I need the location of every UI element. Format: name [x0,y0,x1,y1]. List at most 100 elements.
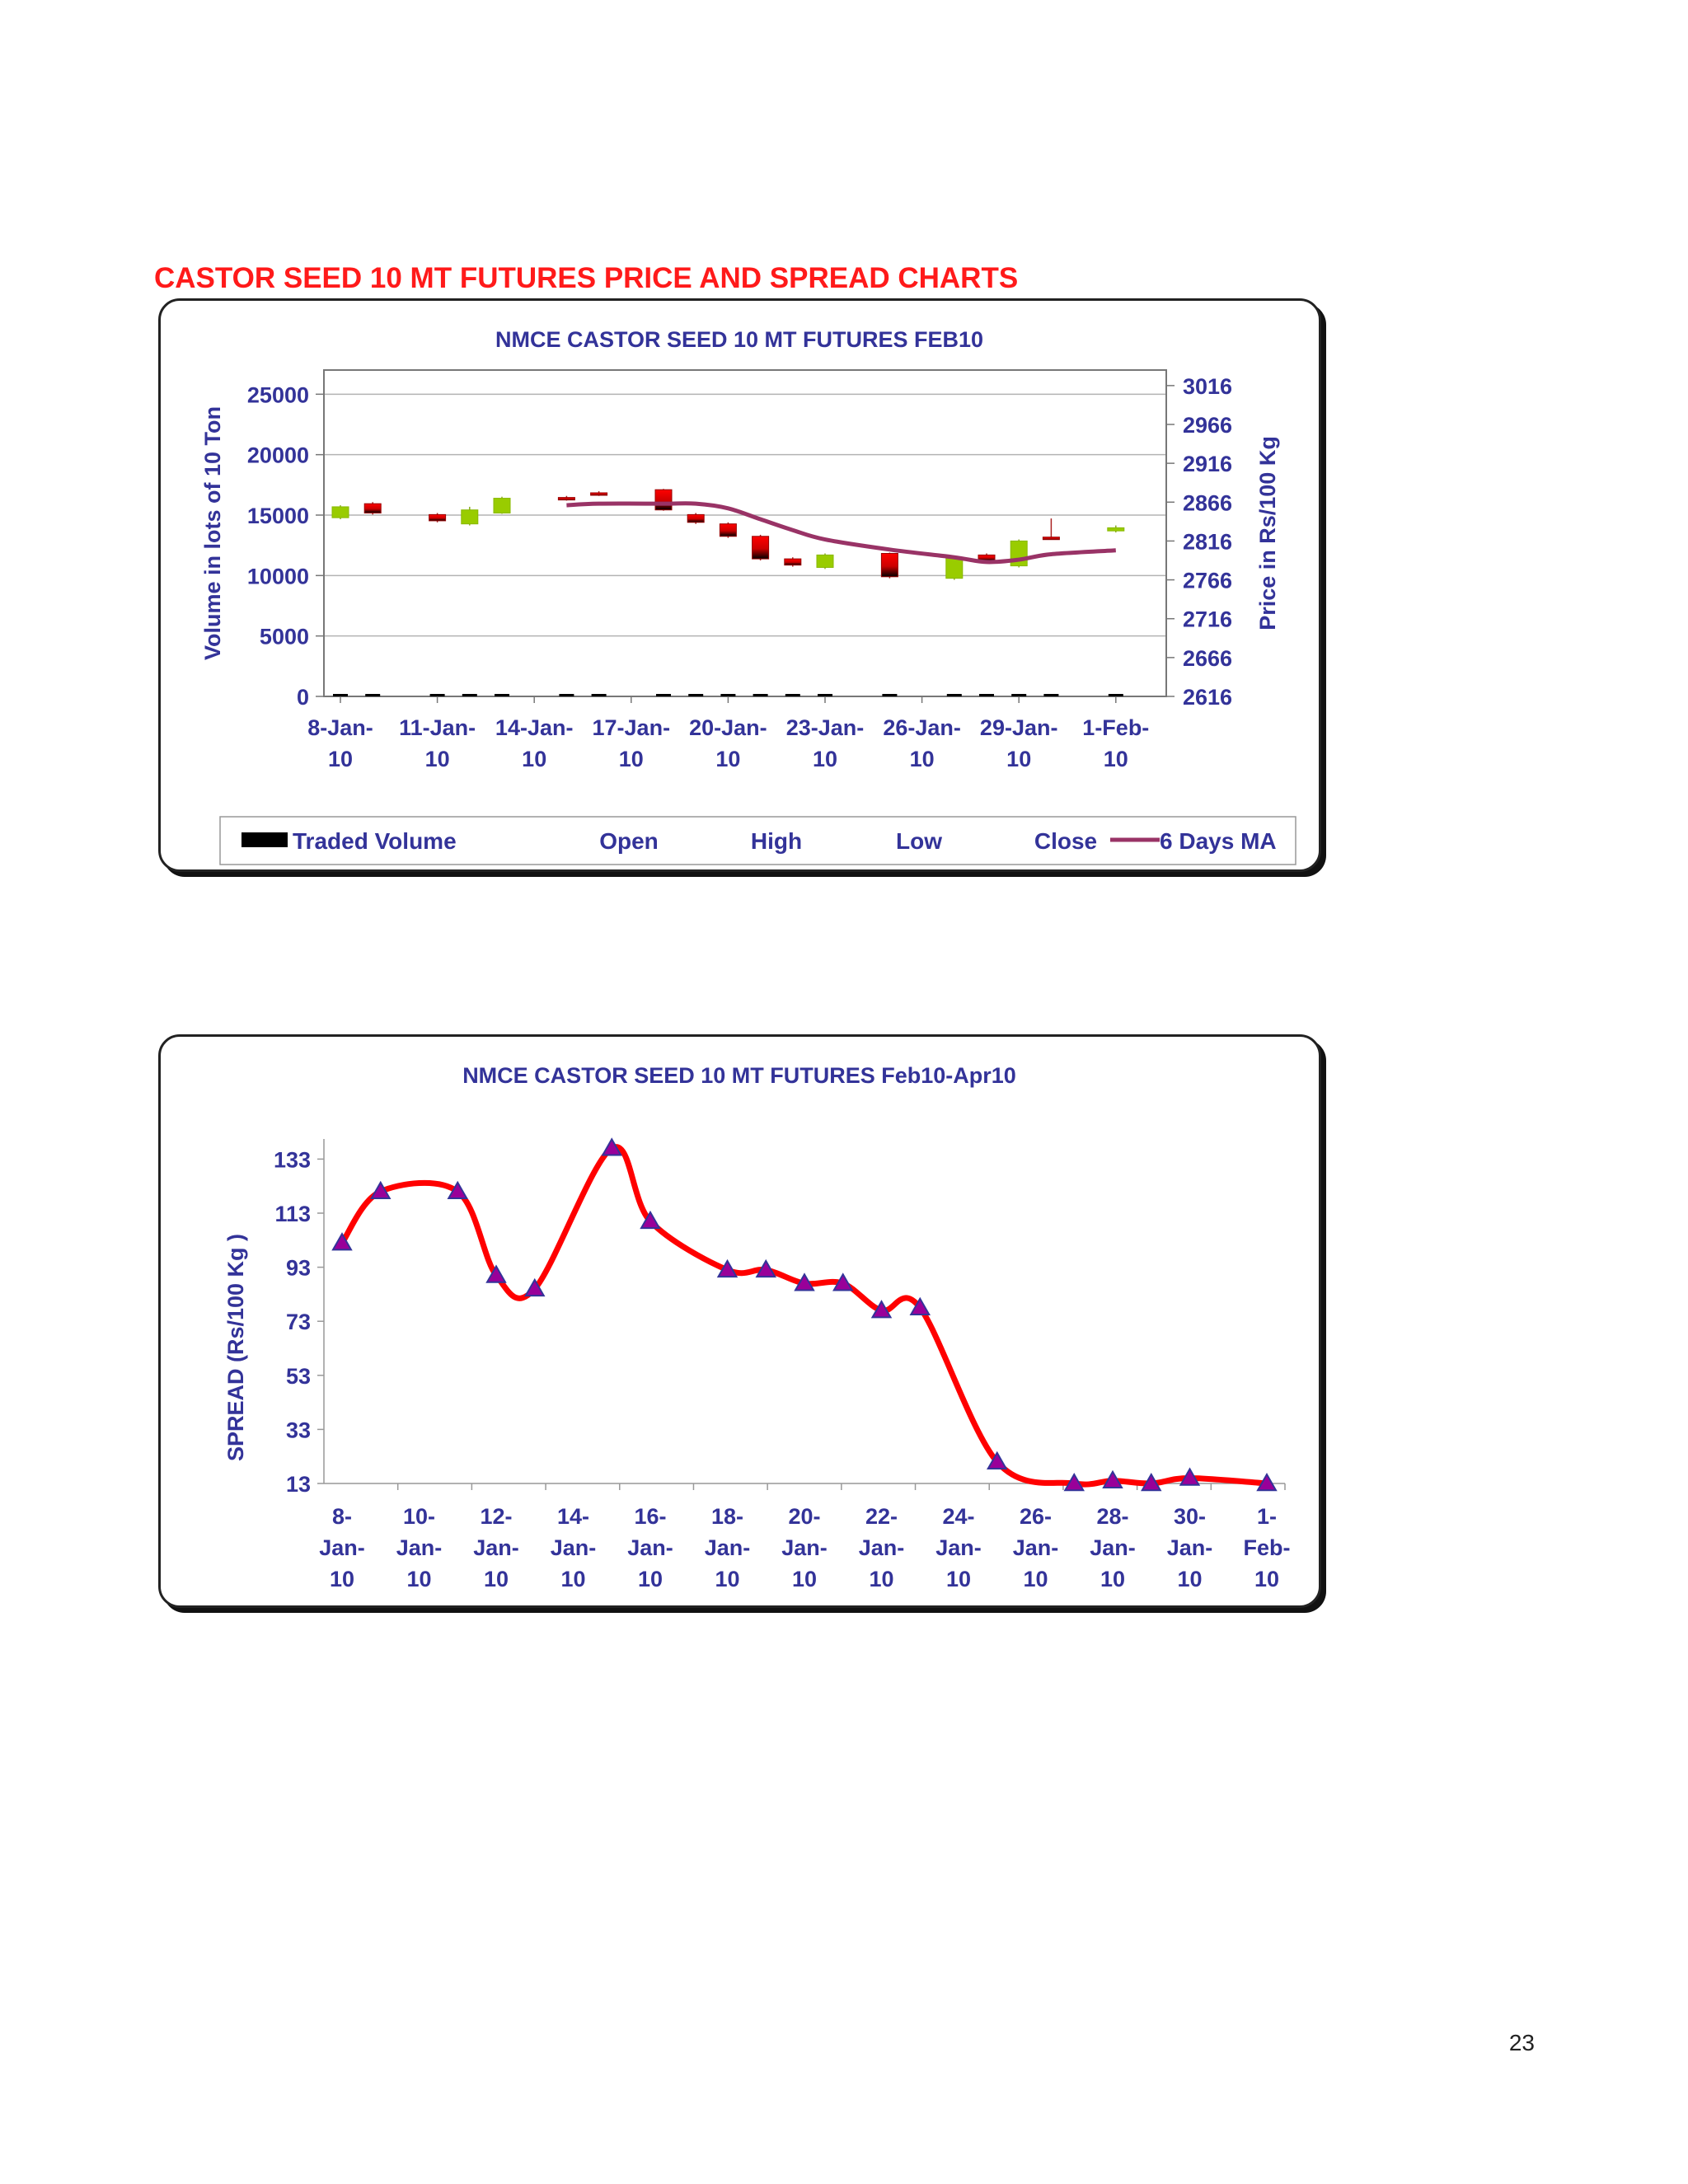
y-right-tick-label: 2616 [1183,685,1232,710]
volume-bar [1011,694,1027,696]
candle-body [1107,527,1125,532]
x-tick-label: 10 [1006,747,1031,771]
y-right-tick-label: 2766 [1183,569,1232,593]
x-tick-label: 23-Jan- [786,715,865,740]
y-right-tick-label: 2816 [1183,529,1232,554]
legend-item: 6 Days MA [1160,828,1277,854]
candle-body [719,523,737,537]
spread-point-marker [870,1300,893,1319]
y-tick-label: 113 [274,1202,311,1226]
x-tick-label: Jan- [935,1535,982,1560]
legend-item: High [751,828,802,854]
x-tick-label: 10 [619,747,644,771]
y-tick-label: 73 [286,1310,311,1334]
x-tick-label: Jan- [319,1535,365,1560]
x-tick-label: 10 [715,1567,739,1591]
spread-line [339,1144,1270,1488]
x-tick-label: 8-Jan- [307,715,373,740]
volume-bar [785,694,800,696]
spread-point-marker [640,1210,661,1230]
spread-chart: NMCE CASTOR SEED 10 MT FUTURES Feb10-Apr… [223,1063,1291,1591]
candle-body [557,497,575,501]
x-tick-label: 11-Jan- [399,715,476,740]
volume-bar [495,694,509,696]
x-tick-label: 1-Feb- [1082,715,1149,740]
legend-box [219,816,1296,865]
spread-point-marker [601,1137,622,1156]
x-tick-label: 26-Jan- [883,715,961,740]
candle-body [590,492,608,496]
candle-body [1042,537,1060,541]
x-tick-label: 18- [711,1504,743,1529]
plot-area [323,369,1167,697]
candle-body [945,557,964,579]
spread-point-marker [832,1272,854,1291]
y-left-tick-label: 10000 [247,564,309,588]
volume-bar [946,694,962,696]
y-left-tick-label: 0 [297,685,309,710]
y-right-tick-label: 3016 [1183,374,1232,399]
x-tick-label: 8- [332,1504,352,1529]
x-tick-label: 16- [634,1504,666,1529]
page-number: 23 [1508,2030,1535,2055]
x-tick-label: 10 [522,747,546,771]
spread-point-marker [370,1180,392,1200]
legend-volume-swatch [241,832,288,847]
volume-bar [1108,694,1123,696]
candle-body [752,536,770,560]
x-tick-label: 14- [557,1504,589,1529]
x-tick-label: 10 [484,1567,509,1591]
candle-body [880,553,898,578]
y-right-axis-title: Price in Rs/100 Kg [1255,436,1280,630]
legend-item: Open [599,828,659,854]
spread-point-marker [1141,1472,1162,1492]
candle-body [363,503,382,513]
x-tick-label: Jan- [1167,1535,1213,1560]
y-left-tick-label: 15000 [247,504,309,528]
spread-point-marker [447,1180,468,1200]
y-right-tick-label: 2716 [1183,607,1232,632]
x-tick-label: 1- [1257,1504,1277,1529]
y-axis-title: SPREAD (Rs/100 Kg ) [223,1234,248,1461]
x-tick-label: 29-Jan- [980,715,1058,740]
x-tick-label: 10- [403,1504,435,1529]
section-title: CASTOR SEED 10 MT FUTURES PRICE AND SPRE… [154,262,1019,294]
candle-body [331,506,349,518]
x-tick-label: 10 [813,747,837,771]
x-tick-label: 10 [1254,1567,1279,1591]
x-tick-label: 10 [869,1567,893,1591]
spread-point-marker [716,1258,738,1278]
y-right-tick-label: 2916 [1183,452,1232,476]
y-right-tick-label: 2666 [1183,646,1232,671]
x-tick-label: Feb- [1244,1535,1291,1560]
x-tick-label: 10 [638,1567,663,1591]
x-tick-label: 10 [946,1567,971,1591]
spread-point-marker [1179,1467,1201,1486]
x-tick-label: Jan- [781,1535,828,1560]
x-tick-label: Jan- [1090,1535,1136,1560]
legend-item: Traded Volume [293,828,457,854]
volume-bar [591,694,607,696]
x-tick-label: 10 [560,1567,585,1591]
x-tick-label: 10 [715,747,740,771]
y-left-tick-label: 25000 [247,382,309,407]
y-right-tick-label: 2966 [1183,413,1232,438]
price-volume-chart: NMCE CASTOR SEED 10 MT FUTURES FEB10 0 500… [200,327,1296,865]
legend-item: Low [896,828,942,854]
x-tick-label: Jan- [396,1535,443,1560]
spread-point-marker [1102,1469,1123,1488]
x-tick-label: 26- [1020,1504,1052,1529]
spread-point-marker [755,1258,776,1278]
spread-point-marker [1256,1472,1278,1492]
x-tick-label: 17-Jan- [593,715,671,740]
candle-body [687,513,705,523]
x-tick-label: 10 [792,1567,817,1591]
volume-bar [656,694,671,696]
ma-line [566,501,1116,565]
volume-bar [688,694,704,696]
chart-title: NMCE CASTOR SEED 10 MT FUTURES FEB10 [495,327,983,352]
x-tick-label: 14-Jan- [495,715,574,740]
candle-body [429,513,447,522]
x-tick-label: 28- [1096,1504,1128,1529]
spread-point-marker [485,1264,507,1283]
